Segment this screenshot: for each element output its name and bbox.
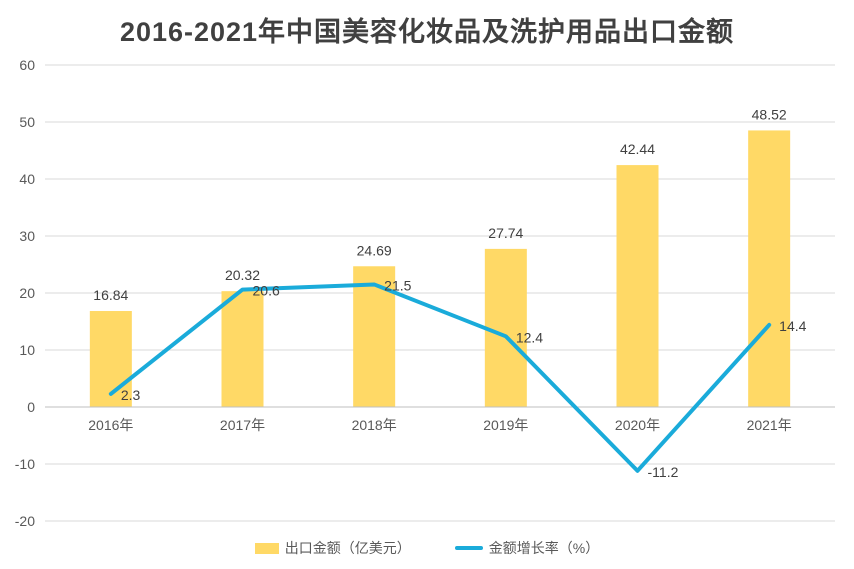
y-tick-label: 30 [19, 228, 35, 244]
bar [221, 291, 264, 407]
x-tick-label: 2020年 [615, 417, 660, 433]
x-tick-label: 2017年 [220, 417, 265, 433]
chart-title: 2016-2021年中国美容化妆品及洗护用品出口金额 [119, 17, 735, 47]
bar-value-label: 24.69 [357, 242, 392, 258]
x-tick-label: 2019年 [483, 417, 528, 433]
y-tick-label: -20 [15, 513, 35, 529]
bar [484, 248, 527, 407]
line-value-label: 12.4 [516, 329, 543, 345]
x-tick-label: 2018年 [352, 417, 397, 433]
y-tick-label: 10 [19, 342, 35, 358]
bar-value-label: 20.32 [225, 267, 260, 283]
bar-value-label: 48.52 [752, 106, 787, 122]
bar-value-label: 27.74 [488, 225, 523, 241]
bar-value-label: 16.84 [93, 287, 128, 303]
y-tick-label: 60 [19, 57, 35, 73]
y-tick-label: 20 [19, 285, 35, 301]
legend-swatch-bar [254, 542, 279, 554]
growth-rate-line [108, 282, 772, 473]
x-tick-label: 2016年 [88, 417, 133, 433]
x-tick-label: 2021年 [747, 417, 792, 433]
y-tick-label: 0 [27, 399, 35, 415]
bar [616, 165, 659, 407]
legend-item-growth-rate: 金额增长率（%） [454, 538, 600, 558]
bar [748, 130, 791, 407]
legend-label-export-amount: 出口金额（亿美元） [284, 540, 411, 556]
legend-swatch-line [454, 546, 483, 550]
line-value-label: 21.5 [384, 277, 411, 293]
y-tick-label: -10 [15, 456, 35, 472]
line-value-label: 14.4 [779, 318, 806, 334]
line-value-label: 20.6 [253, 283, 280, 299]
legend: 出口金额（亿美元） 金额增长率（%） [0, 538, 854, 558]
bar-value-label: 42.44 [620, 141, 655, 157]
line-value-label: 2.3 [121, 387, 141, 403]
line-value-label: -11.2 [648, 464, 679, 480]
y-tick-label: 50 [19, 114, 35, 130]
y-tick-label: 40 [19, 171, 35, 187]
legend-label-growth-rate: 金额增长率（%） [488, 540, 600, 556]
legend-item-export-amount: 出口金额（亿美元） [254, 538, 411, 558]
bar [89, 311, 132, 407]
